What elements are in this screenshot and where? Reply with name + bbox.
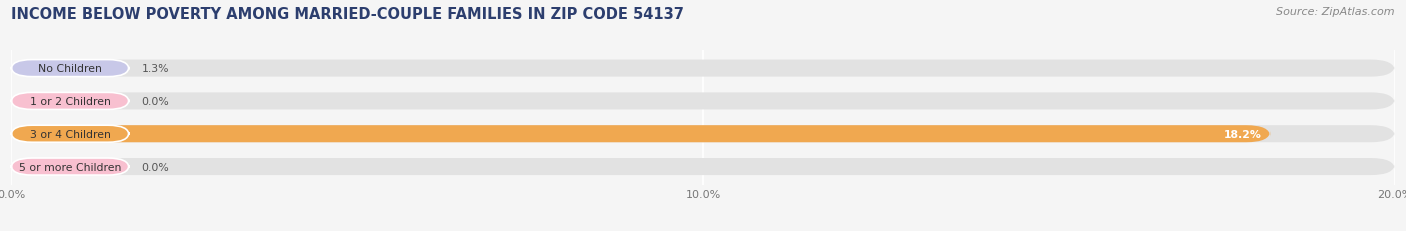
FancyBboxPatch shape: [11, 60, 1395, 77]
Text: 1 or 2 Children: 1 or 2 Children: [30, 97, 111, 106]
Text: 1.3%: 1.3%: [141, 64, 169, 74]
Text: 5 or more Children: 5 or more Children: [18, 162, 121, 172]
FancyBboxPatch shape: [11, 126, 1395, 143]
FancyBboxPatch shape: [11, 158, 129, 175]
FancyBboxPatch shape: [11, 93, 1395, 110]
Text: INCOME BELOW POVERTY AMONG MARRIED-COUPLE FAMILIES IN ZIP CODE 54137: INCOME BELOW POVERTY AMONG MARRIED-COUPL…: [11, 7, 685, 22]
Text: 18.2%: 18.2%: [1225, 129, 1263, 139]
Text: 0.0%: 0.0%: [141, 162, 169, 172]
FancyBboxPatch shape: [11, 60, 129, 77]
Text: 3 or 4 Children: 3 or 4 Children: [30, 129, 111, 139]
FancyBboxPatch shape: [11, 126, 1270, 143]
FancyBboxPatch shape: [11, 60, 101, 77]
FancyBboxPatch shape: [11, 93, 129, 110]
FancyBboxPatch shape: [11, 158, 1395, 175]
Text: 0.0%: 0.0%: [141, 97, 169, 106]
FancyBboxPatch shape: [11, 126, 129, 143]
Text: Source: ZipAtlas.com: Source: ZipAtlas.com: [1277, 7, 1395, 17]
Text: No Children: No Children: [38, 64, 103, 74]
